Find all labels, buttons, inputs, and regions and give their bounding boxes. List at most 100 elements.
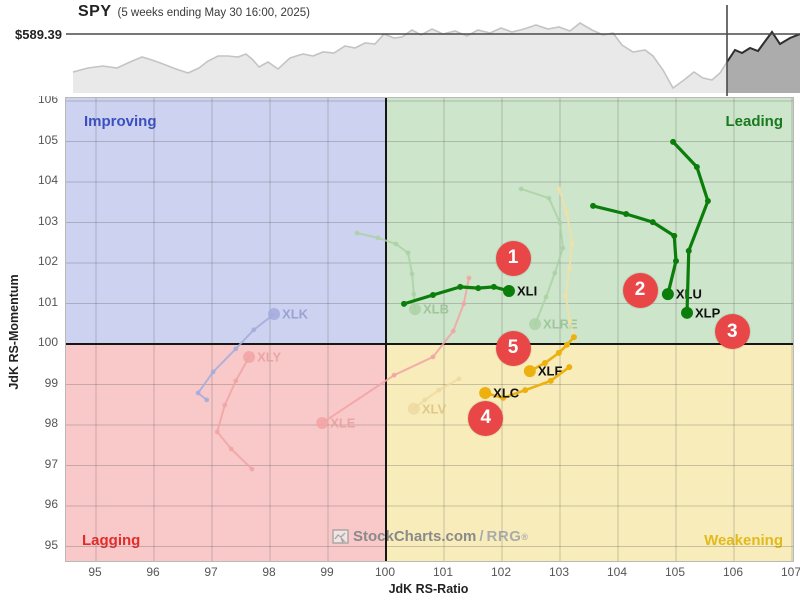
y-tick-103: 103 (37, 213, 58, 228)
xlb-current-dot[interactable] (409, 303, 421, 316)
annotation-badge-1[interactable]: 1 (495, 240, 531, 276)
xli-week-dot (429, 291, 436, 298)
quadrant-label-leading: Leading (725, 113, 783, 130)
xlp-week-dot (704, 198, 711, 205)
xlb-week-dot (409, 271, 415, 277)
y-tick-95: 95 (44, 537, 58, 552)
xlb-week-dot (411, 291, 417, 297)
xle-week-dot (450, 328, 456, 334)
y-tick-99: 99 (44, 375, 58, 390)
xlre-week-dot (546, 195, 552, 201)
y-tick-102: 102 (37, 254, 58, 268)
xle-tail (321, 276, 470, 424)
quadrant-improving (66, 98, 386, 344)
xlre-current-dot[interactable] (529, 318, 542, 331)
spy-area (73, 23, 727, 93)
xlf-history-week-dot (563, 293, 569, 299)
annotation-badge-3[interactable]: 3 (714, 314, 750, 350)
xlb-week-dot (393, 241, 399, 247)
xly-week-dot (214, 429, 220, 435)
xli-current-dot[interactable] (502, 284, 515, 297)
xlre-week-dot (518, 186, 524, 192)
xle-symbol-label[interactable]: XLE (330, 415, 356, 430)
quadrant-label-improving: Improving (84, 113, 157, 130)
xle-week-dot (430, 354, 436, 360)
xle-current-dot[interactable] (316, 416, 329, 429)
xlk-week-dot (210, 369, 216, 375)
xlf-week-dot (563, 341, 570, 348)
xlc-week-dot (566, 364, 573, 371)
xli-symbol-label[interactable]: XLI (517, 283, 537, 298)
annotation-badge-5[interactable]: 5 (495, 330, 531, 366)
xlu-week-dot (673, 257, 679, 264)
stockcharts-watermark: StockCharts.com / RRG ® (332, 528, 528, 545)
xlre-week-dot (557, 220, 563, 226)
xlu-week-dot (590, 202, 597, 209)
watermark-rrg: RRG (486, 528, 522, 545)
xlb-week-dot (405, 250, 411, 256)
spy-price-label: $589.39 (15, 27, 62, 42)
x-tick-95: 95 (88, 565, 102, 579)
y-tick-98: 98 (44, 416, 58, 430)
quadrant-lagging (66, 344, 386, 561)
y-tick-100: 100 (37, 335, 58, 349)
xly-tail (216, 355, 254, 471)
watermark-text: StockCharts.com (353, 528, 477, 545)
quadrant-leading (386, 98, 793, 344)
quadrant-label-lagging: Lagging (82, 532, 141, 549)
spy-price-line (72, 22, 728, 90)
xlk-week-dot (233, 346, 239, 352)
x-tick-102: 102 (490, 565, 512, 579)
xlp-symbol-label[interactable]: XLP (695, 305, 721, 320)
xlv-symbol-label[interactable]: XLV (422, 401, 447, 416)
xlf-symbol-label[interactable]: XLF (538, 364, 563, 379)
xlf-week-dot (541, 360, 548, 367)
xlf-current-dot[interactable] (523, 365, 536, 378)
y-tick-97: 97 (44, 456, 58, 471)
y-tick-105: 105 (37, 132, 58, 147)
xlc-symbol-label[interactable]: XLC (493, 386, 520, 401)
x-tick-97: 97 (204, 565, 218, 579)
x-tick-106: 106 (722, 565, 744, 579)
xlp-week-dot (693, 164, 700, 171)
xlu-current-dot[interactable] (661, 288, 674, 301)
xlre-week-dot (543, 294, 549, 300)
xlc-week-dot (547, 377, 554, 384)
xlk-symbol-label[interactable]: XLK (282, 307, 309, 322)
xli-week-dot (490, 283, 497, 290)
xlv-tail (412, 377, 461, 410)
xle-week-dot (461, 301, 467, 307)
xly-week-dot (228, 446, 234, 452)
stockcharts-logo-icon (332, 528, 349, 544)
quadrant-label-weakening: Weakening (704, 532, 783, 549)
x-tick-107: 107 (780, 565, 800, 579)
xly-symbol-label[interactable]: XLY (257, 349, 281, 364)
xle-week-dot (466, 275, 472, 281)
xlv-current-dot[interactable] (407, 402, 420, 415)
annotation-badge-2[interactable]: 2 (622, 272, 658, 308)
annotation-badge-4[interactable]: 4 (468, 400, 504, 436)
xlv-week-dot (436, 387, 442, 393)
xlf-history-week-dot (567, 318, 573, 324)
xlp-current-dot[interactable] (681, 306, 694, 319)
xlb-symbol-label[interactable]: XLB (423, 302, 449, 317)
xlc-current-dot[interactable] (479, 387, 492, 400)
xlc-week-dot (522, 387, 529, 394)
spy-sparkline (66, 5, 800, 96)
xlk-week-dot (195, 390, 201, 396)
xlf-week-dot (570, 334, 577, 341)
rrg-plot-area: Improving Leading Lagging Weakening Stoc… (65, 97, 794, 562)
x-tick-103: 103 (548, 565, 570, 579)
xly-current-dot[interactable] (243, 350, 256, 363)
x-tick-101: 101 (432, 565, 454, 579)
xlu-week-dot (671, 232, 678, 239)
xlf-week-dot (555, 349, 562, 356)
xlb-week-dot (354, 230, 360, 236)
xlv-week-dot (422, 397, 428, 403)
xlk-current-dot[interactable] (268, 308, 281, 321)
spy-price-line-highlight (726, 30, 800, 63)
x-tick-96: 96 (146, 565, 160, 579)
xlp-week-dot (685, 247, 692, 254)
xlc-week-dot (500, 394, 507, 401)
